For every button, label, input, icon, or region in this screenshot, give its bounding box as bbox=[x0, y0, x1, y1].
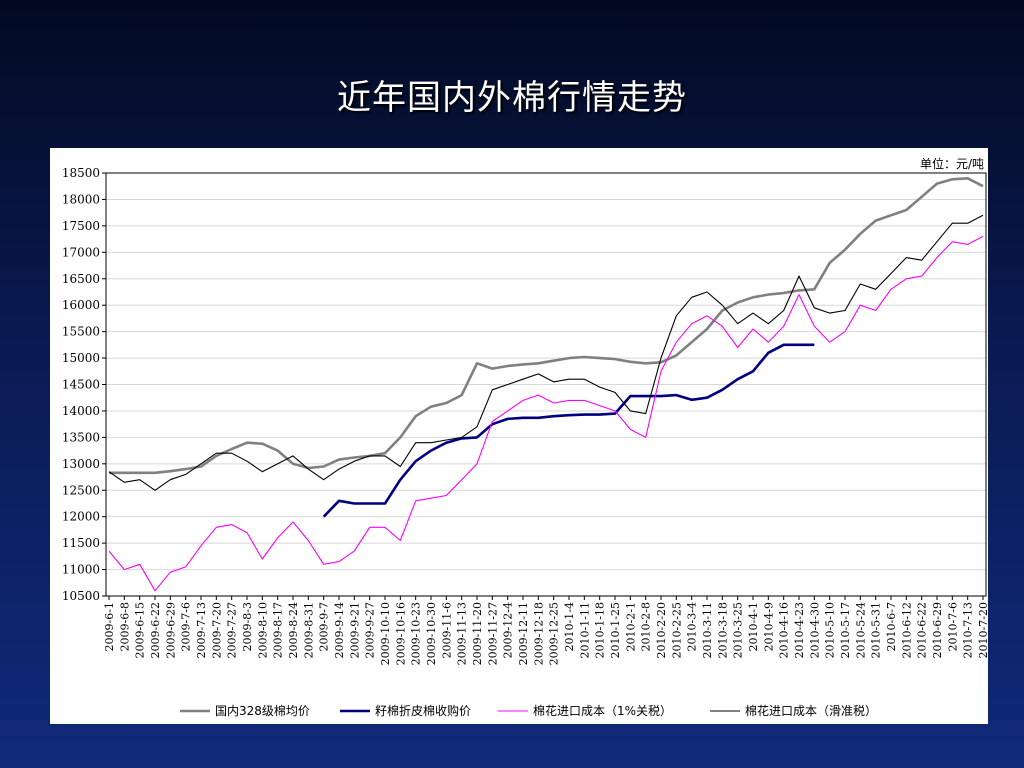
x-axis-ticks: 2009-6-1 2009-6-8 2009-6-15 2009-6-22 2009-6… bbox=[103, 596, 988, 665]
x-tick-label: 2009-7-20 bbox=[210, 602, 223, 658]
x-tick-label: 2010-3-18 bbox=[716, 602, 729, 658]
x-tick-label: 2009-12-18 bbox=[532, 602, 545, 665]
x-tick-label: 2010-7-6 bbox=[946, 602, 959, 651]
x-tick-label: 2009-11-13 bbox=[456, 602, 469, 665]
x-tick-label: 2010-4-1 bbox=[747, 602, 760, 651]
x-tick-label: 2009-12-25 bbox=[548, 602, 561, 665]
x-tick-label: 2010-4-9 bbox=[762, 602, 775, 651]
x-tick-label: 2009-10-10 bbox=[379, 602, 392, 665]
x-tick-label: 2010-2-8 bbox=[640, 602, 653, 651]
series-line-0 bbox=[109, 177, 984, 475]
legend: 国内328级棉均价 籽棉折皮棉收购价 棉花进口成本（1%关税） 棉花进口成本（滑准税） bbox=[180, 703, 877, 718]
x-tick-label: 2009-10-16 bbox=[394, 602, 407, 665]
line-chart: 10500 11000 11500 12000 12500 13000 13500 14000… bbox=[62, 156, 988, 718]
x-tick-label: 2010-3-11 bbox=[701, 602, 714, 658]
x-tick-label: 2009-11-27 bbox=[486, 602, 499, 665]
x-tick-label: 2010-2-25 bbox=[670, 602, 683, 658]
y-tick-label: 12500 bbox=[62, 483, 100, 497]
x-tick-label: 2009-7-6 bbox=[180, 602, 193, 651]
x-tick-label: 2009-6-15 bbox=[134, 602, 147, 658]
y-tick-label: 11500 bbox=[62, 536, 100, 550]
y-tick-label: 15000 bbox=[62, 351, 100, 365]
x-tick-label: 2010-5-24 bbox=[854, 602, 867, 658]
y-tick-label: 12000 bbox=[62, 510, 100, 524]
x-tick-label: 2009-11-6 bbox=[440, 602, 453, 658]
legend-label-1: 籽棉折皮棉收购价 bbox=[375, 703, 471, 718]
y-tick-label: 14000 bbox=[62, 404, 100, 418]
x-tick-label: 2010-5-10 bbox=[824, 602, 837, 658]
x-tick-label: 2010-3-4 bbox=[686, 602, 699, 651]
x-tick-label: 2010-4-16 bbox=[778, 602, 791, 658]
y-tick-label: 15500 bbox=[62, 325, 100, 339]
x-tick-label: 2010-6-29 bbox=[931, 602, 944, 658]
y-tick-label: 13500 bbox=[62, 430, 100, 444]
x-tick-label: 2009-10-23 bbox=[410, 602, 423, 665]
x-tick-label: 2010-1-4 bbox=[563, 602, 576, 651]
x-tick-label: 2009-8-24 bbox=[287, 602, 300, 658]
y-axis-ticks: 10500 11000 11500 12000 12500 13000 13500 14000… bbox=[62, 166, 106, 603]
legend-label-3: 棉花进口成本（滑准税） bbox=[745, 703, 877, 718]
x-tick-label: 2009-6-8 bbox=[118, 602, 131, 651]
x-tick-label: 2009-9-7 bbox=[318, 602, 331, 651]
x-tick-label: 2009-6-29 bbox=[164, 602, 177, 658]
y-tick-label: 14500 bbox=[62, 378, 100, 392]
y-tick-label: 10500 bbox=[62, 589, 100, 603]
x-tick-label: 2009-8-31 bbox=[302, 602, 315, 658]
x-tick-label: 2010-7-13 bbox=[962, 602, 975, 658]
x-tick-label: 2009-6-22 bbox=[149, 602, 162, 658]
series-line-3 bbox=[108, 214, 984, 491]
x-tick-label: 2009-7-13 bbox=[195, 602, 208, 658]
x-tick-label: 2009-12-11 bbox=[517, 602, 530, 665]
chart-panel: 10500 11000 11500 12000 12500 13000 13500 14000… bbox=[50, 148, 988, 724]
x-tick-label: 2010-7-20 bbox=[977, 602, 988, 658]
x-tick-label: 2009-9-14 bbox=[333, 602, 346, 658]
x-tick-label: 2009-12-4 bbox=[502, 602, 515, 658]
x-tick-label: 2010-1-25 bbox=[609, 602, 622, 658]
x-tick-label: 2010-6-12 bbox=[900, 602, 913, 658]
x-tick-label: 2009-6-1 bbox=[103, 602, 116, 651]
x-tick-label: 2009-8-3 bbox=[241, 602, 254, 651]
y-tick-label: 18000 bbox=[62, 192, 100, 206]
x-tick-label: 2010-2-1 bbox=[624, 602, 637, 651]
x-tick-label: 2010-1-11 bbox=[578, 602, 591, 658]
slide-title: 近年国内外棉行情走势 bbox=[337, 78, 687, 118]
unit-label: 单位：元/吨 bbox=[920, 156, 984, 171]
x-tick-label: 2009-10-30 bbox=[425, 602, 438, 665]
x-tick-label: 2010-5-17 bbox=[839, 602, 852, 658]
y-tick-label: 17000 bbox=[62, 245, 100, 259]
grid-lines bbox=[106, 172, 986, 597]
x-tick-label: 2009-8-10 bbox=[256, 602, 269, 658]
legend-label-2: 棉花进口成本（1%关税） bbox=[533, 703, 672, 718]
y-tick-label: 18500 bbox=[62, 166, 100, 180]
y-tick-label: 16000 bbox=[62, 298, 100, 312]
y-tick-label: 13000 bbox=[62, 457, 100, 471]
series-line-1 bbox=[322, 343, 815, 518]
series-lines bbox=[108, 177, 984, 592]
x-tick-label: 2009-8-17 bbox=[272, 602, 285, 658]
y-tick-label: 16500 bbox=[62, 272, 100, 286]
x-tick-label: 2010-1-18 bbox=[594, 602, 607, 658]
x-tick-label: 2009-7-27 bbox=[226, 602, 239, 658]
x-tick-label: 2010-5-31 bbox=[870, 602, 883, 658]
x-tick-label: 2009-11-20 bbox=[471, 602, 484, 665]
x-tick-label: 2009-9-21 bbox=[348, 602, 361, 658]
x-tick-label: 2010-4-30 bbox=[808, 602, 821, 658]
x-tick-label: 2010-6-7 bbox=[885, 602, 898, 651]
y-tick-label: 17500 bbox=[62, 219, 100, 233]
x-tick-label: 2010-4-23 bbox=[793, 602, 806, 658]
y-tick-label: 11000 bbox=[62, 563, 100, 577]
x-tick-label: 2010-3-25 bbox=[732, 602, 745, 658]
legend-label-0: 国内328级棉均价 bbox=[215, 704, 310, 718]
x-tick-label: 2010-2-20 bbox=[655, 602, 668, 658]
series-line-2 bbox=[108, 235, 984, 592]
x-tick-label: 2009-9-27 bbox=[364, 602, 377, 658]
x-tick-label: 2010-6-22 bbox=[916, 602, 929, 658]
